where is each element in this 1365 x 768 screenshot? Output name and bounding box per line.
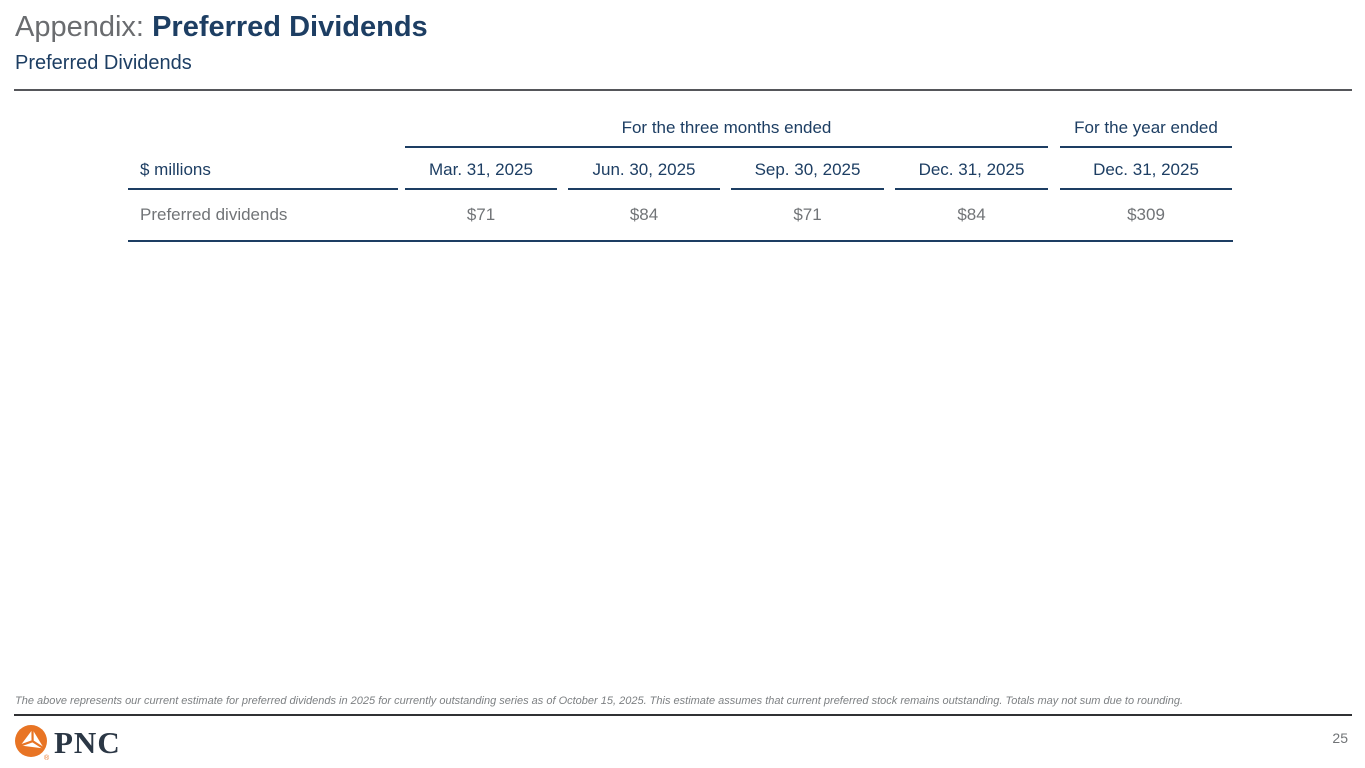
footer-divider [14, 714, 1352, 716]
page-title: Appendix: Preferred Dividends [15, 8, 428, 46]
pnc-triangle-icon: ® [14, 724, 50, 762]
column-header-unit-label: $ millions [128, 148, 398, 190]
value-q1: $71 [466, 205, 496, 224]
footnote: The above represents our current estimat… [15, 695, 1184, 707]
column-header-q1: Mar. 31, 2025 [405, 148, 557, 190]
value-q2: $84 [629, 205, 659, 224]
header-divider [14, 89, 1352, 91]
svg-text:®: ® [44, 754, 50, 762]
title-emphasis: Preferred Dividends [152, 11, 428, 43]
value-q3: $71 [793, 205, 822, 224]
column-header-q2: Jun. 30, 2025 [568, 148, 720, 190]
pnc-logo: ® PNC [14, 724, 121, 762]
pnc-wordmark: PNC [54, 725, 121, 760]
table-row-preferred-dividends: Preferred dividends $71 $84 $71 $84 $309 [128, 190, 1233, 240]
column-header-q3: Sep. 30, 2025 [731, 148, 884, 190]
row-label: Preferred dividends [140, 205, 288, 224]
preferred-dividends-table: For the three months ended For the year … [128, 112, 1233, 242]
group-header-year-ended: For the year ended [1060, 112, 1232, 148]
value-q4: $84 [957, 205, 986, 224]
title-prefix: Appendix: [15, 11, 144, 43]
page-number: 25 [1332, 730, 1348, 746]
page-subtitle: Preferred Dividends [15, 52, 192, 74]
value-full-year: $309 [1127, 205, 1165, 224]
table-bottom-border [128, 240, 1233, 242]
table-group-header-row: For the three months ended For the year … [128, 112, 1233, 148]
table-column-header-row: $ millions Mar. 31, 2025 Jun. 30, 2025 S… [128, 148, 1233, 190]
group-header-three-months-ended: For the three months ended [405, 112, 1048, 148]
column-header-q4: Dec. 31, 2025 [895, 148, 1048, 190]
column-header-full-year: Dec. 31, 2025 [1060, 148, 1232, 190]
